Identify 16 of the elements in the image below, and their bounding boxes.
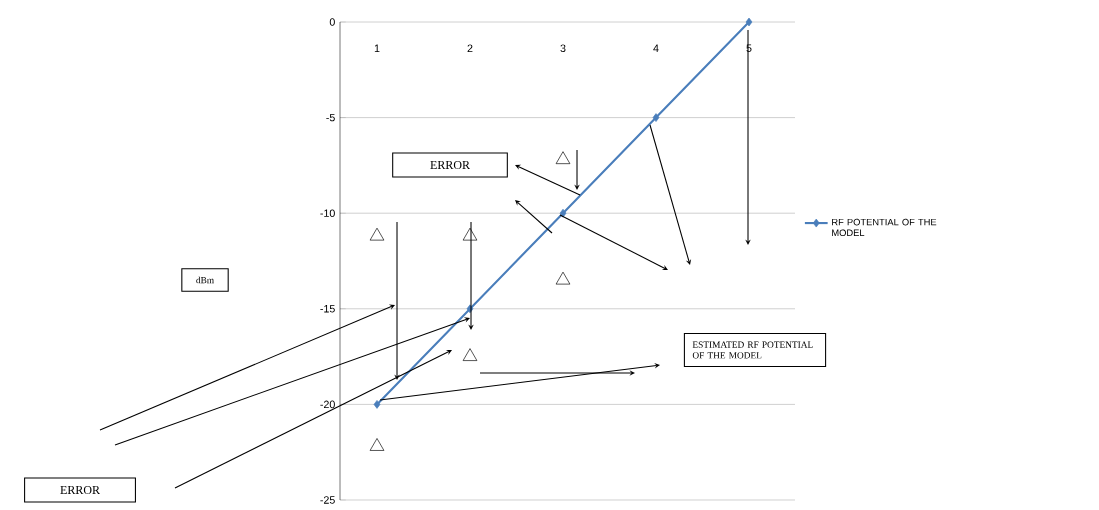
x-tick-label: 1 (374, 44, 380, 52)
x-tick-label: 2 (467, 44, 473, 52)
y-tick-label: 0 (329, 18, 335, 26)
y-tick-label: -15 (320, 305, 335, 313)
text: ERROR (60, 485, 100, 495)
y-tick-label: -5 (326, 113, 335, 122)
y-tick-label: -25 (320, 496, 335, 504)
annotation: ERROR (430, 160, 470, 170)
y-tick-label: -20 (320, 400, 335, 409)
text: dBm (196, 276, 214, 284)
x-tick-label: 4 (653, 44, 659, 52)
legend-label: RF POTENTIAL OF THE MODEL (832, 218, 937, 237)
y-tick-label: -10 (320, 209, 335, 217)
x-tick-label: 5 (746, 44, 752, 52)
x-tick-label: 3 (560, 44, 566, 52)
annotation: ESTIMATED RF POTENTIAL OF THE MODEL (692, 341, 813, 359)
